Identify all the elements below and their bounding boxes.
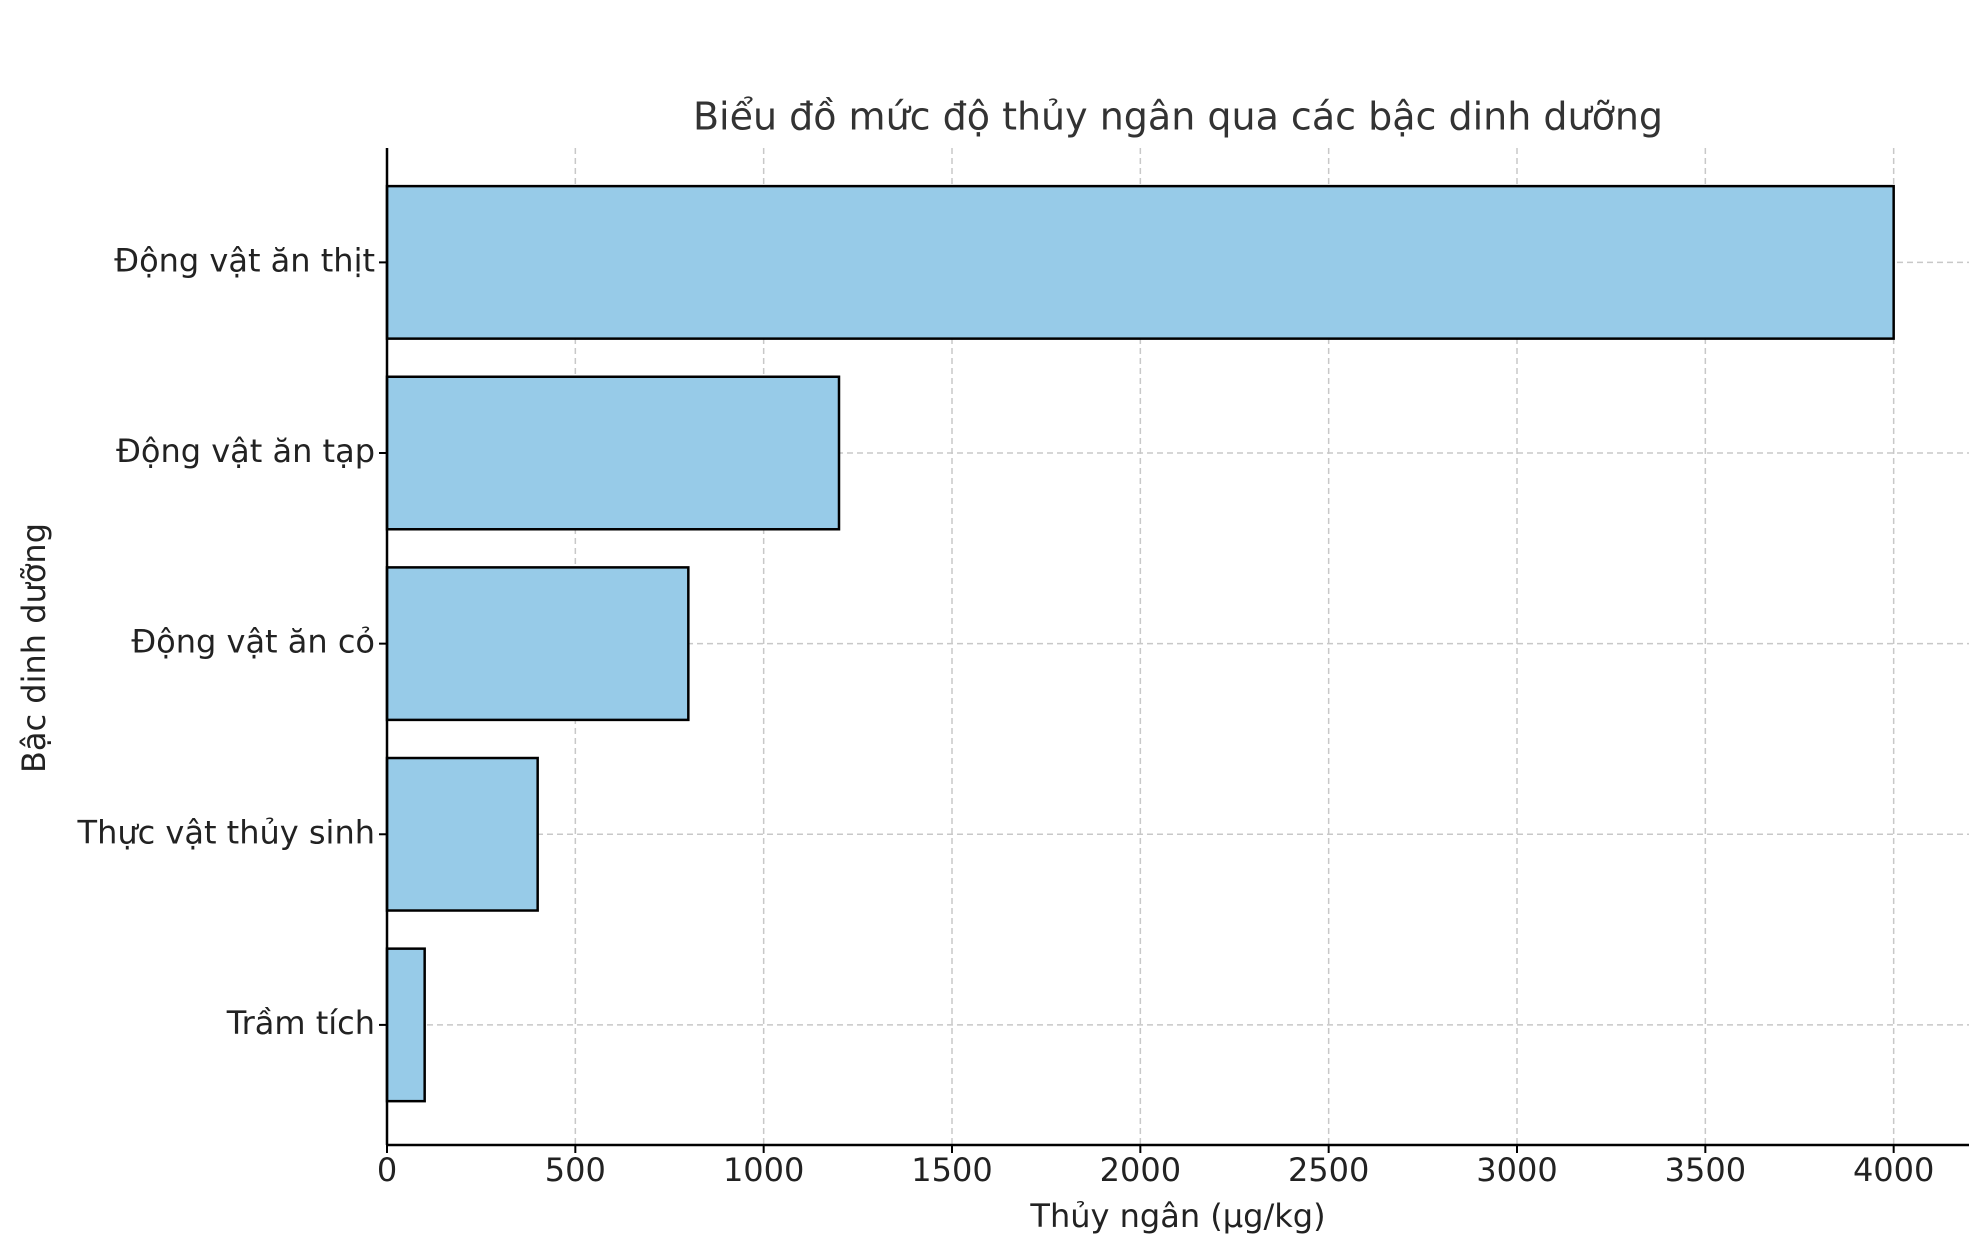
bar <box>385 375 841 531</box>
y-tick-label: Trầm tích <box>226 1004 375 1042</box>
y-axis-label: Bậc dinh dưỡng <box>15 523 53 773</box>
bar <box>385 947 426 1103</box>
bar <box>385 184 1895 340</box>
x-tick-label: 4000 <box>1853 1151 1934 1189</box>
y-tick-label: Động vật ăn thịt <box>114 241 375 279</box>
x-tick-label: 3500 <box>1665 1151 1746 1189</box>
x-tick-label: 0 <box>377 1151 397 1189</box>
bar <box>385 756 539 912</box>
x-tick-label: 2500 <box>1288 1151 1369 1189</box>
x-tick-label: 1000 <box>723 1151 804 1189</box>
x-tick-label: 500 <box>545 1151 606 1189</box>
y-tick-label: Thực vật thủy sinh <box>77 813 375 851</box>
bar <box>385 566 690 722</box>
x-tick-label: 3000 <box>1476 1151 1557 1189</box>
chart-title: Biểu đồ mức độ thủy ngân qua các bậc din… <box>693 95 1663 139</box>
y-tick-label: Động vật ăn cỏ <box>131 623 375 661</box>
x-axis-label: Thủy ngân (µg/kg) <box>1029 1197 1325 1235</box>
y-tick-label: Động vật ăn tạp <box>116 432 375 470</box>
x-tick-label: 1500 <box>911 1151 992 1189</box>
x-tick-label: 2000 <box>1100 1151 1181 1189</box>
